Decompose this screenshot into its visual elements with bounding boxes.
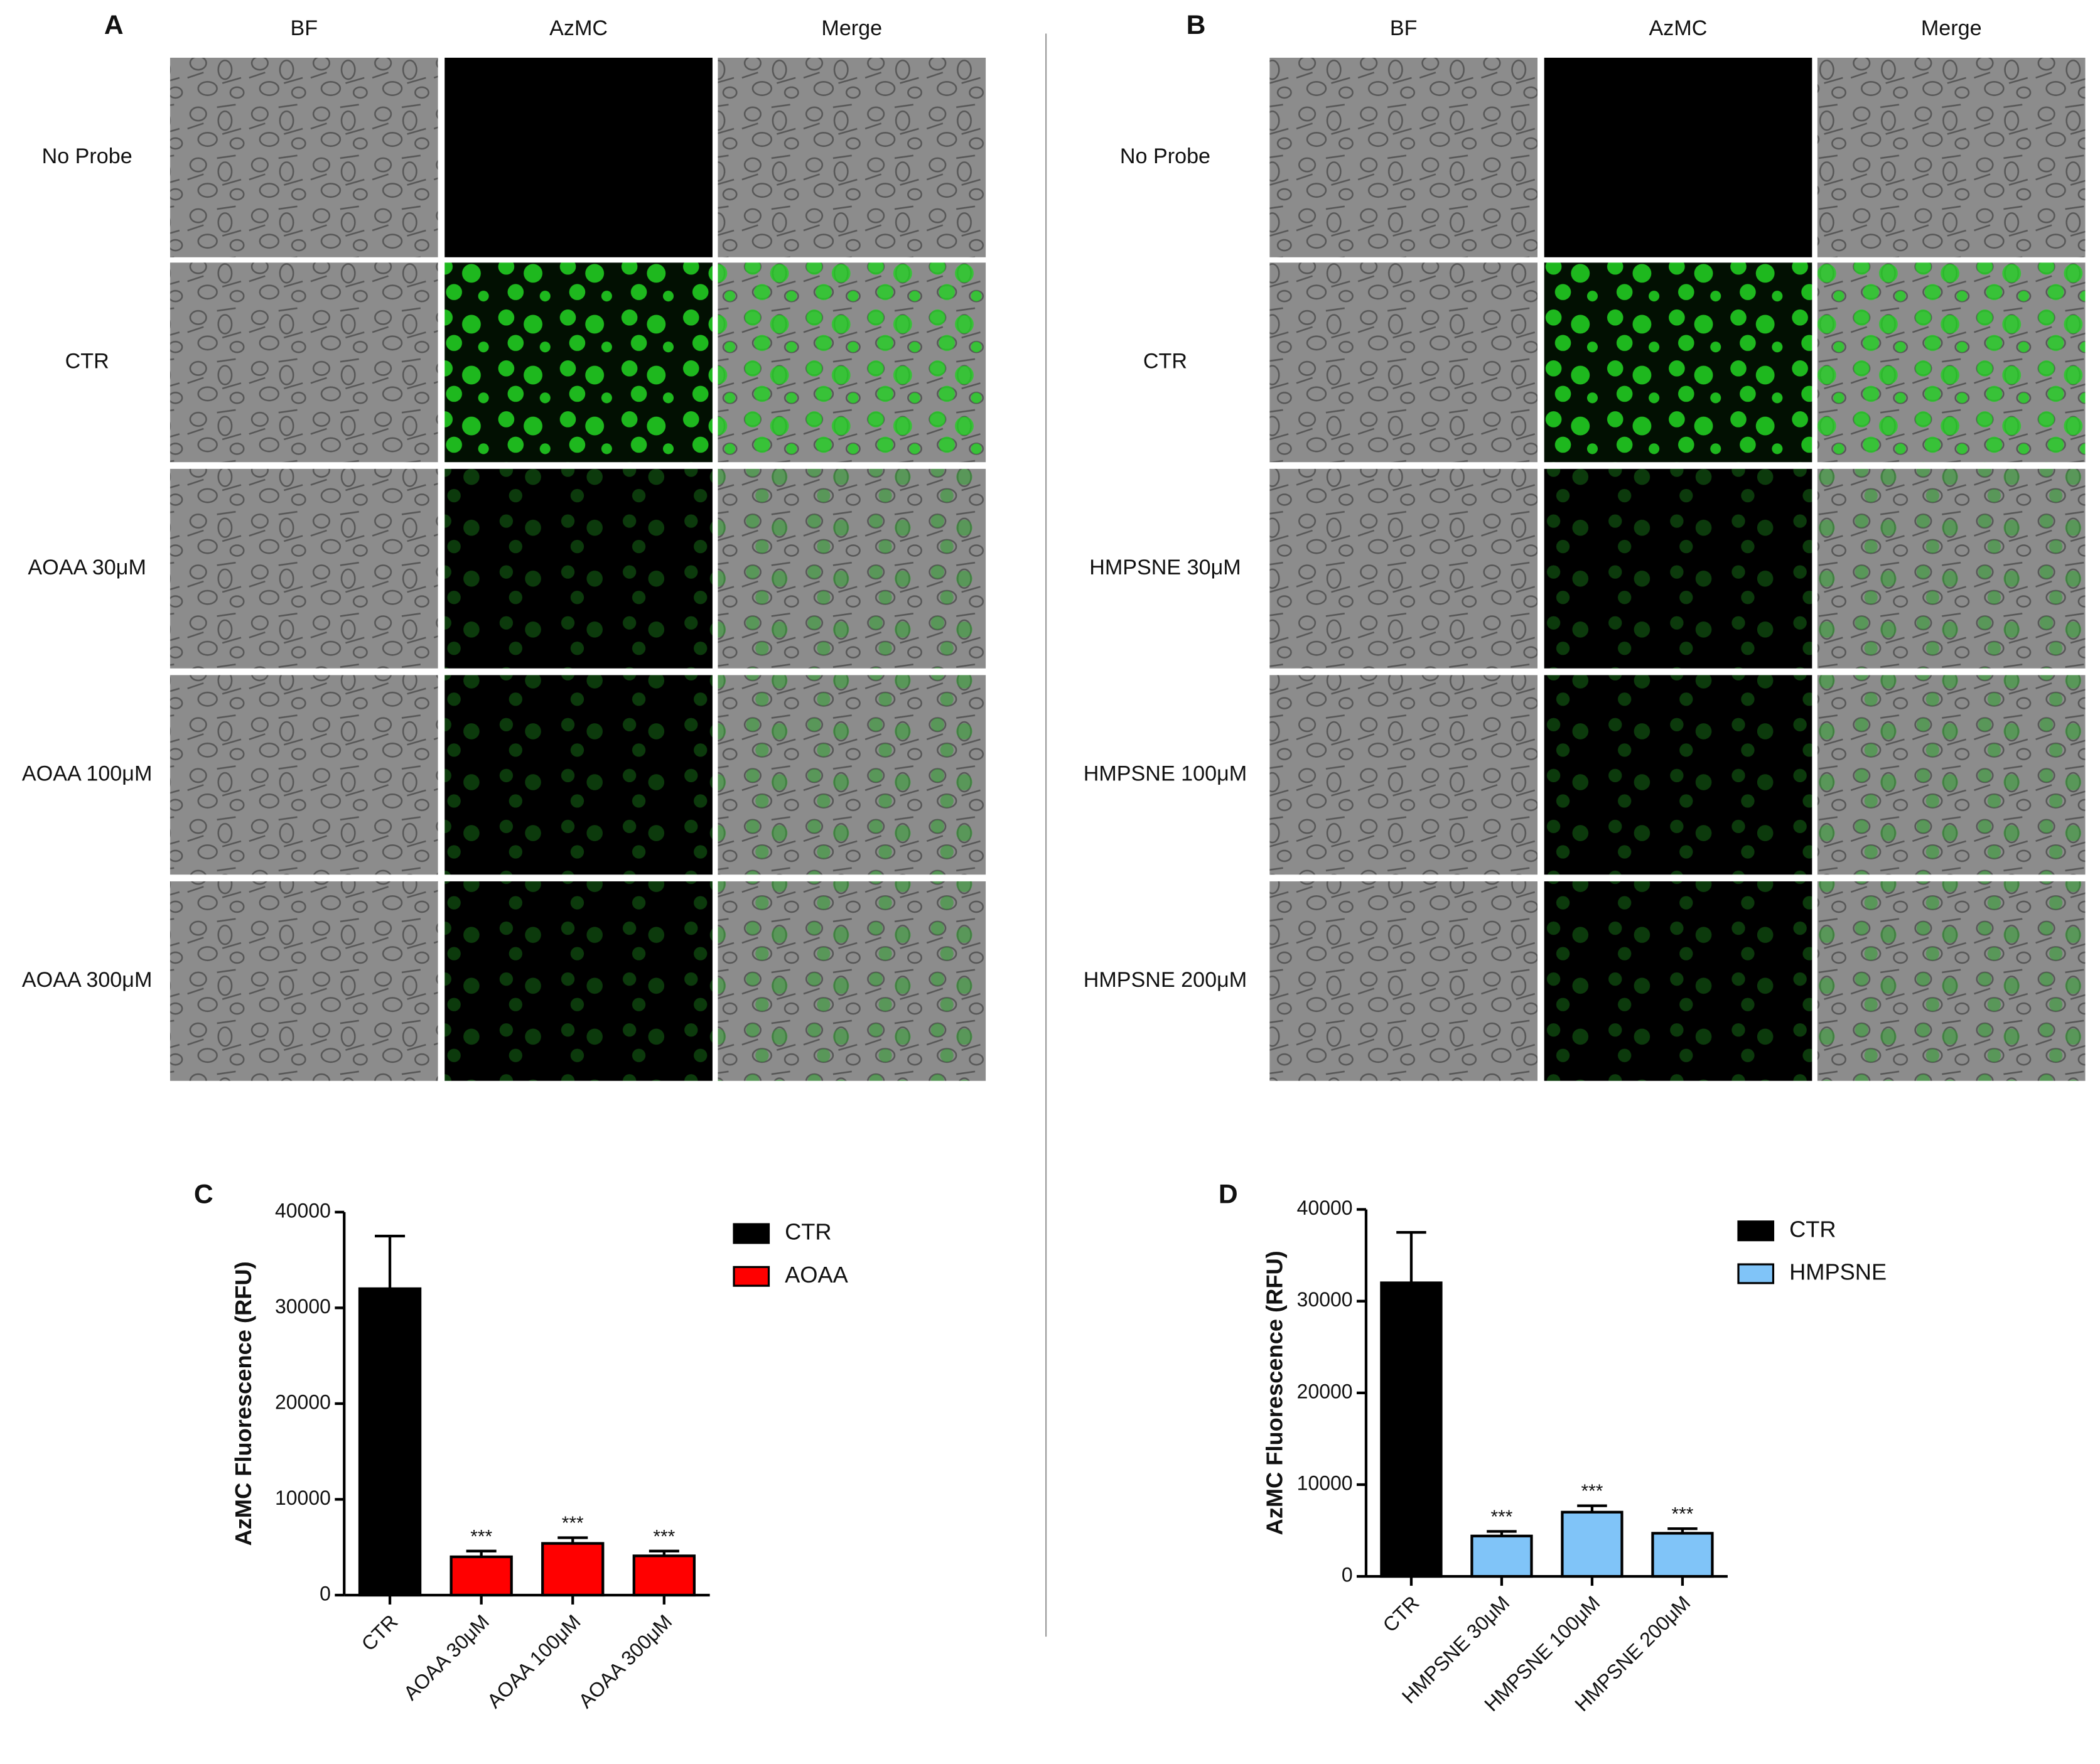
micrograph xyxy=(1544,881,1812,1081)
significance-label: *** xyxy=(470,1526,492,1547)
x-tick-label: CTR xyxy=(357,1610,402,1655)
column-header: BF xyxy=(290,16,318,40)
micrograph xyxy=(444,57,713,257)
micrograph xyxy=(1269,881,1538,1081)
y-tick-label: 20000 xyxy=(275,1390,331,1413)
bar xyxy=(541,1542,605,1597)
y-tick-label: 10000 xyxy=(1297,1471,1353,1494)
legend-swatch xyxy=(733,1223,770,1244)
row-label: CTR xyxy=(65,349,109,373)
y-axis-label: AzMC Fluorescence (RFU) xyxy=(230,1261,256,1546)
significance-label: *** xyxy=(1672,1504,1694,1525)
y-tick-label: 20000 xyxy=(1297,1380,1353,1402)
micrograph xyxy=(1817,57,2086,257)
micrograph xyxy=(1817,675,2086,875)
column-header: Merge xyxy=(821,16,882,40)
x-tick-label: CTR xyxy=(1378,1591,1423,1637)
row-label: HMPSNE 100μM xyxy=(1084,761,1247,785)
panel-label: C xyxy=(194,1180,213,1210)
y-tick-label: 30000 xyxy=(1297,1288,1353,1311)
bar xyxy=(1561,1510,1623,1578)
micrograph xyxy=(1544,675,1812,875)
micrograph xyxy=(444,262,713,463)
row-label: HMPSNE 200μM xyxy=(1084,968,1247,992)
micrograph xyxy=(1269,57,1538,257)
y-tick-label: 0 xyxy=(1342,1564,1353,1586)
micrograph xyxy=(170,57,438,257)
legend-swatch xyxy=(733,1266,770,1287)
micrograph xyxy=(1544,262,1812,463)
bar xyxy=(358,1287,422,1597)
y-tick-label: 40000 xyxy=(1297,1197,1353,1219)
bar xyxy=(1470,1534,1533,1578)
micrograph xyxy=(718,881,986,1081)
micrograph xyxy=(1269,468,1538,669)
legend-label: CTR xyxy=(785,1219,832,1245)
row-label: No Probe xyxy=(42,144,132,168)
micrograph xyxy=(170,675,438,875)
micrograph xyxy=(444,675,713,875)
row-label: HMPSNE 30μM xyxy=(1089,556,1241,579)
y-axis-label: AzMC Fluorescence (RFU) xyxy=(1262,1250,1288,1535)
row-label: No Probe xyxy=(1120,144,1210,168)
micrograph xyxy=(718,57,986,257)
bar xyxy=(1651,1532,1714,1578)
row-label: AOAA 30μM xyxy=(28,556,146,579)
legend-swatch xyxy=(1737,1220,1775,1242)
panel-label: B xyxy=(1187,10,1206,40)
column-header: AzMC xyxy=(549,16,608,40)
micrograph xyxy=(1817,262,2086,463)
micrograph xyxy=(170,262,438,463)
legend-label: CTR xyxy=(1789,1216,1836,1242)
column-header: Merge xyxy=(1921,16,1982,40)
micrograph xyxy=(1544,57,1812,257)
y-tick-label: 40000 xyxy=(275,1199,331,1222)
micrograph xyxy=(444,881,713,1081)
column-header: BF xyxy=(1390,16,1418,40)
micrograph xyxy=(170,468,438,669)
panel-label: A xyxy=(104,10,124,40)
panel-label: D xyxy=(1219,1180,1238,1210)
legend-swatch xyxy=(1737,1263,1775,1284)
micrograph xyxy=(1544,468,1812,669)
legend-label: AOAA xyxy=(785,1262,849,1288)
y-tick-label: 30000 xyxy=(275,1295,331,1318)
significance-label: *** xyxy=(653,1526,675,1547)
x-tick-label: AOAA 30μM xyxy=(399,1610,493,1704)
micrograph xyxy=(1269,262,1538,463)
significance-label: *** xyxy=(562,1513,584,1534)
micrograph xyxy=(718,468,986,669)
y-tick-label: 0 xyxy=(320,1582,331,1605)
column-header: AzMC xyxy=(1649,16,1708,40)
micrograph xyxy=(1269,675,1538,875)
row-label: AOAA 300μM xyxy=(22,968,152,992)
row-label: AOAA 100μM xyxy=(22,761,152,785)
micrograph xyxy=(1817,881,2086,1081)
significance-label: *** xyxy=(1491,1507,1513,1527)
bar xyxy=(632,1554,696,1597)
micrograph xyxy=(718,262,986,463)
micrograph xyxy=(444,468,713,669)
bar xyxy=(450,1555,513,1597)
legend-label: HMPSNE xyxy=(1789,1259,1887,1285)
micrograph xyxy=(718,675,986,875)
micrograph xyxy=(170,881,438,1081)
y-tick-label: 10000 xyxy=(275,1487,331,1509)
x-tick-label: AOAA 100μM xyxy=(483,1610,585,1713)
bar xyxy=(1380,1281,1443,1578)
significance-label: *** xyxy=(1581,1481,1603,1502)
micrograph xyxy=(1817,468,2086,669)
row-label: CTR xyxy=(1143,349,1187,373)
x-tick-label: AOAA 300μM xyxy=(574,1610,676,1713)
